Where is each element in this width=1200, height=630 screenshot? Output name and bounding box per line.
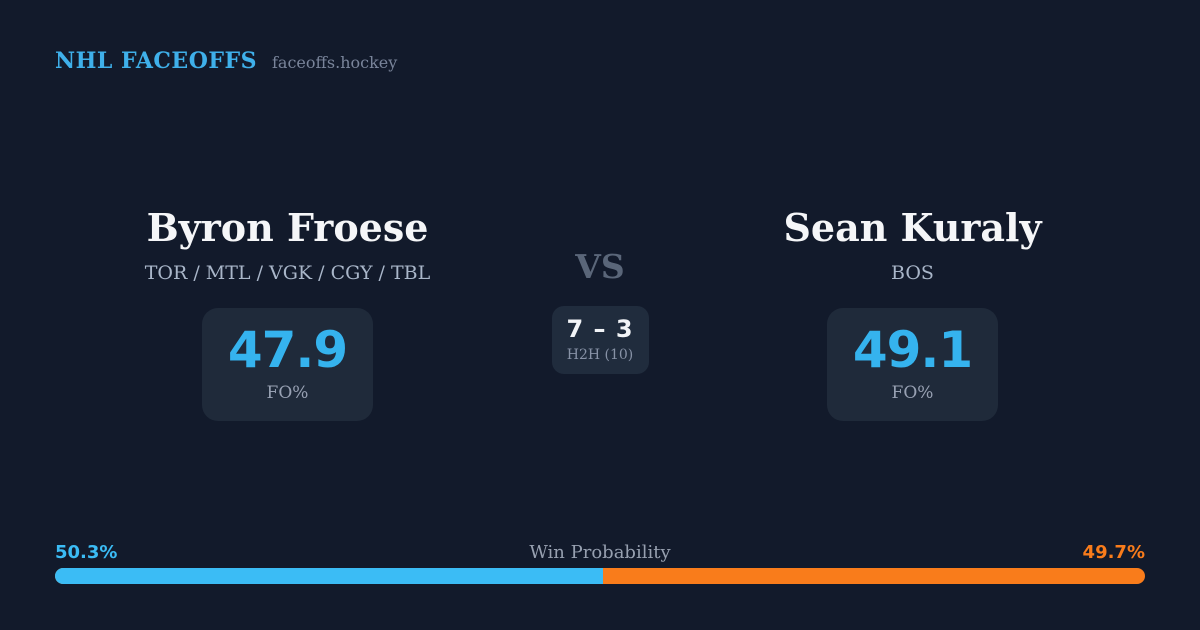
h2h-card: 7 – 3 H2H (10) — [551, 306, 649, 374]
player-right-name: Sean Kuraly — [783, 205, 1042, 250]
player-left-name: Byron Froese — [146, 205, 429, 250]
h2h-label: H2H (10) — [566, 347, 634, 363]
player-right-fo-value: 49.1 — [852, 321, 973, 380]
player-right-fo-label: FO% — [891, 383, 934, 404]
win-probability-bar — [55, 568, 1145, 584]
player-left-fo-value: 47.9 — [227, 321, 348, 380]
win-probability-title: Win Probability — [529, 542, 671, 563]
win-probability-labels: Win Probability 50.3% 49.7% — [55, 541, 1145, 565]
header: NHL FACEOFFS faceoffs.hockey — [55, 48, 397, 74]
vs-label: VS — [575, 247, 625, 286]
vs-column: VS 7 – 3 H2H (10) — [520, 250, 680, 374]
win-probability-left-segment — [55, 568, 604, 584]
win-probability-right-value: 49.7% — [1082, 542, 1145, 563]
player-left-fo-label: FO% — [266, 383, 309, 404]
win-probability-left-value: 50.3% — [55, 542, 118, 563]
player-right-teams: BOS — [891, 261, 934, 284]
player-right-column: Sean Kuraly BOS 49.1 FO% — [745, 206, 1080, 421]
brand-logo-text: NHL FACEOFFS — [55, 48, 257, 74]
h2h-score: 7 – 3 — [566, 315, 634, 343]
player-right-fo-card: 49.1 FO% — [827, 307, 998, 421]
player-left-teams: TOR / MTL / VGK / CGY / TBL — [144, 261, 431, 284]
player-left-fo-card: 47.9 FO% — [202, 307, 373, 421]
player-left-column: Byron Froese TOR / MTL / VGK / CGY / TBL… — [120, 206, 455, 421]
site-url-text: faceoffs.hockey — [272, 53, 398, 72]
